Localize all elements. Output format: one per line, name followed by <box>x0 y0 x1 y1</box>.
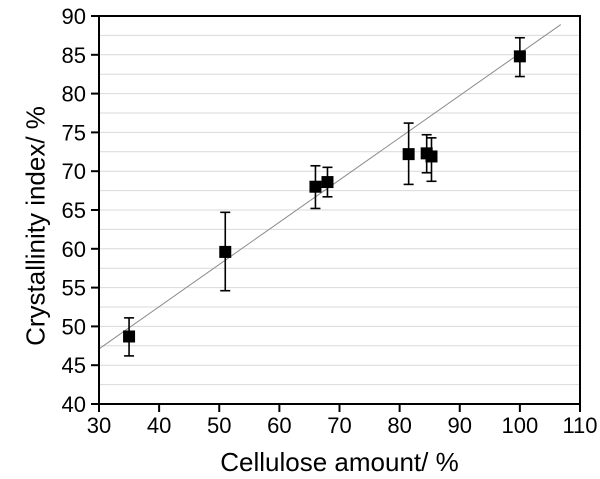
y-tick-label-60: 60 <box>62 237 86 262</box>
y-tick-label-85: 85 <box>62 43 86 68</box>
data-point-2 <box>309 180 322 193</box>
y-tick-label-70: 70 <box>62 159 86 184</box>
x-tick-label-70: 70 <box>327 413 351 438</box>
x-axis-title: Cellulose amount/ % <box>220 447 459 477</box>
x-tick-label-100: 100 <box>502 413 539 438</box>
data-point-7 <box>513 50 526 63</box>
data-point-3 <box>321 176 334 189</box>
x-tick-label-50: 50 <box>207 413 231 438</box>
x-tick-label-40: 40 <box>147 413 171 438</box>
y-tick-label-50: 50 <box>62 314 86 339</box>
y-tick-label-75: 75 <box>62 120 86 145</box>
y-axis-title: Crystallinity index/ % <box>20 106 51 346</box>
y-tick-label-55: 55 <box>62 276 86 301</box>
x-tick-label-80: 80 <box>387 413 411 438</box>
x-tick-label-30: 30 <box>87 413 111 438</box>
x-tick-label-90: 90 <box>448 413 472 438</box>
data-point-1 <box>219 245 232 258</box>
x-tick-label-110: 110 <box>562 413 597 438</box>
y-tick-label-80: 80 <box>62 82 86 107</box>
y-tick-label-90: 90 <box>62 4 86 29</box>
data-point-4 <box>402 148 415 161</box>
data-point-6 <box>425 150 438 163</box>
y-tick-label-65: 65 <box>62 198 86 223</box>
y-tick-label-40: 40 <box>62 392 86 417</box>
x-tick-label-60: 60 <box>267 413 291 438</box>
data-point-0 <box>123 330 136 343</box>
y-tick-label-45: 45 <box>62 353 86 378</box>
